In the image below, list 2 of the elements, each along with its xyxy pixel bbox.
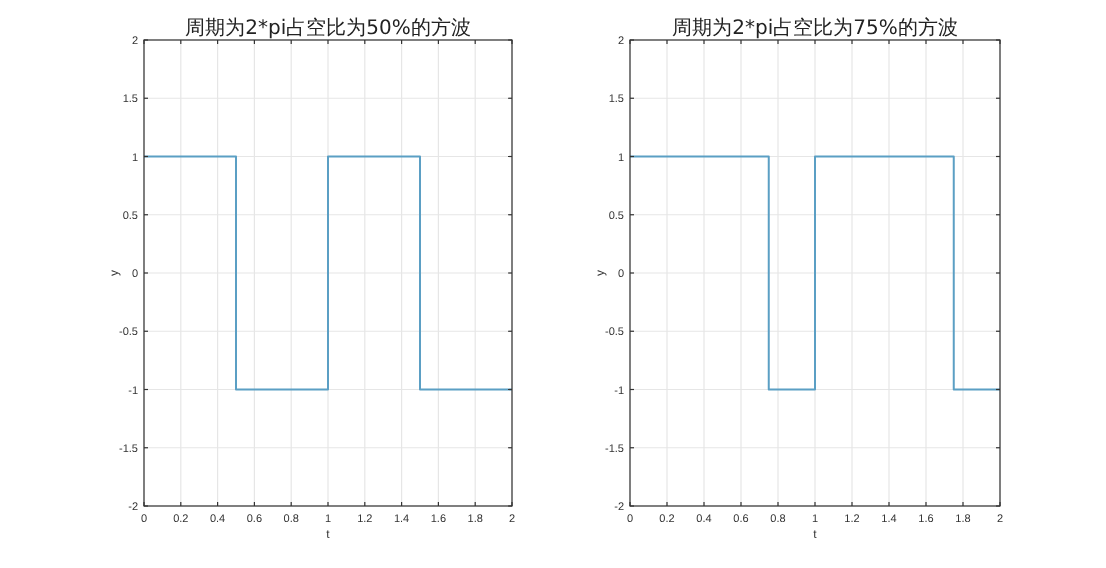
chart-title: 周期为2*pi占空比为75%的方波	[672, 16, 958, 40]
chart-title: 周期为2*pi占空比为50%的方波	[185, 16, 471, 40]
